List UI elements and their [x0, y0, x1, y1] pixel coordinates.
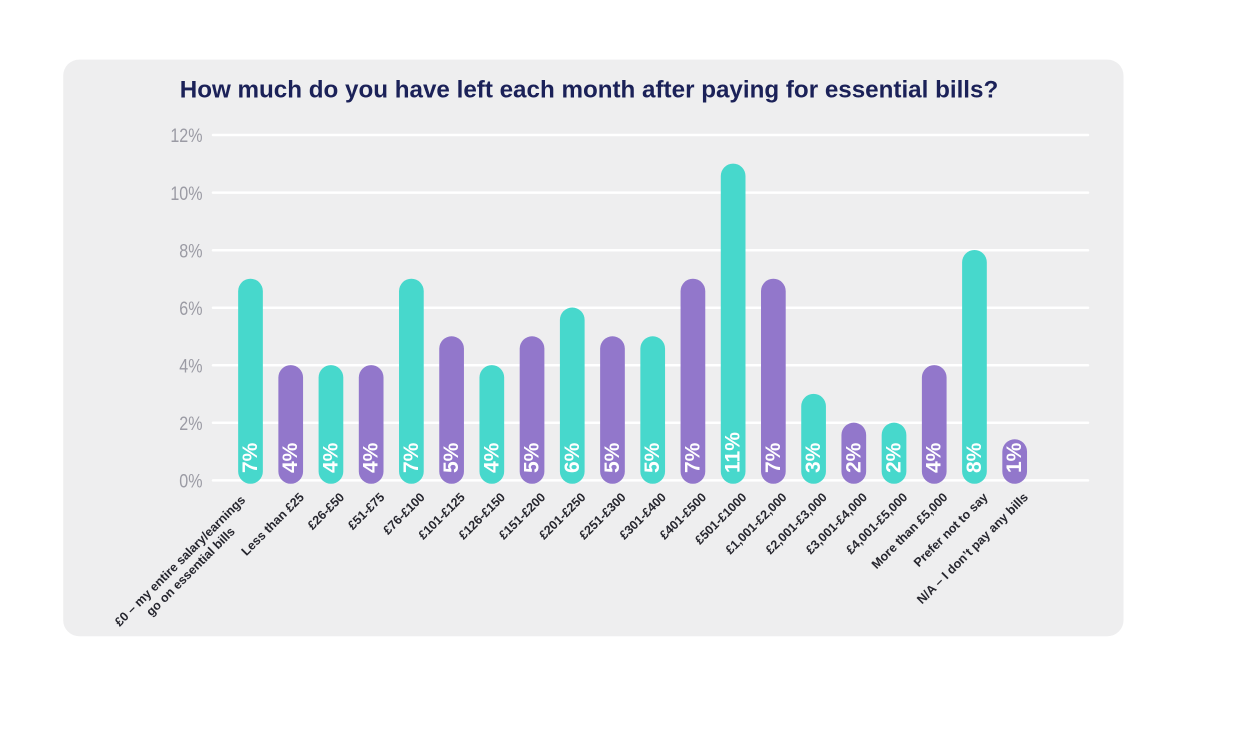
svg-text:7%: 7%	[681, 442, 704, 473]
svg-text:0%: 0%	[179, 470, 202, 492]
svg-text:4%: 4%	[179, 355, 202, 377]
svg-text:2%: 2%	[883, 442, 906, 473]
svg-text:3%: 3%	[802, 442, 825, 473]
svg-text:6%: 6%	[179, 297, 202, 319]
svg-text:5%: 5%	[521, 442, 544, 473]
svg-text:5%: 5%	[440, 442, 463, 473]
svg-text:7%: 7%	[400, 442, 423, 473]
svg-text:1%: 1%	[1003, 442, 1026, 473]
svg-text:2%: 2%	[179, 413, 202, 435]
svg-text:2%: 2%	[842, 442, 865, 473]
svg-text:6%: 6%	[561, 442, 584, 473]
svg-text:4%: 4%	[279, 442, 302, 473]
svg-text:8%: 8%	[179, 240, 202, 262]
svg-text:10%: 10%	[170, 182, 202, 204]
svg-text:4%: 4%	[360, 442, 383, 473]
svg-text:4%: 4%	[480, 442, 503, 473]
svg-text:5%: 5%	[601, 442, 624, 473]
svg-text:How much do you have left each: How much do you have left each month aft…	[180, 77, 999, 104]
svg-text:11%: 11%	[722, 432, 745, 473]
svg-text:12%: 12%	[170, 125, 202, 147]
svg-text:7%: 7%	[762, 442, 785, 473]
svg-text:8%: 8%	[963, 442, 986, 473]
svg-text:4%: 4%	[319, 442, 342, 473]
svg-text:4%: 4%	[923, 442, 946, 473]
svg-text:7%: 7%	[239, 442, 262, 473]
svg-text:5%: 5%	[641, 442, 664, 473]
